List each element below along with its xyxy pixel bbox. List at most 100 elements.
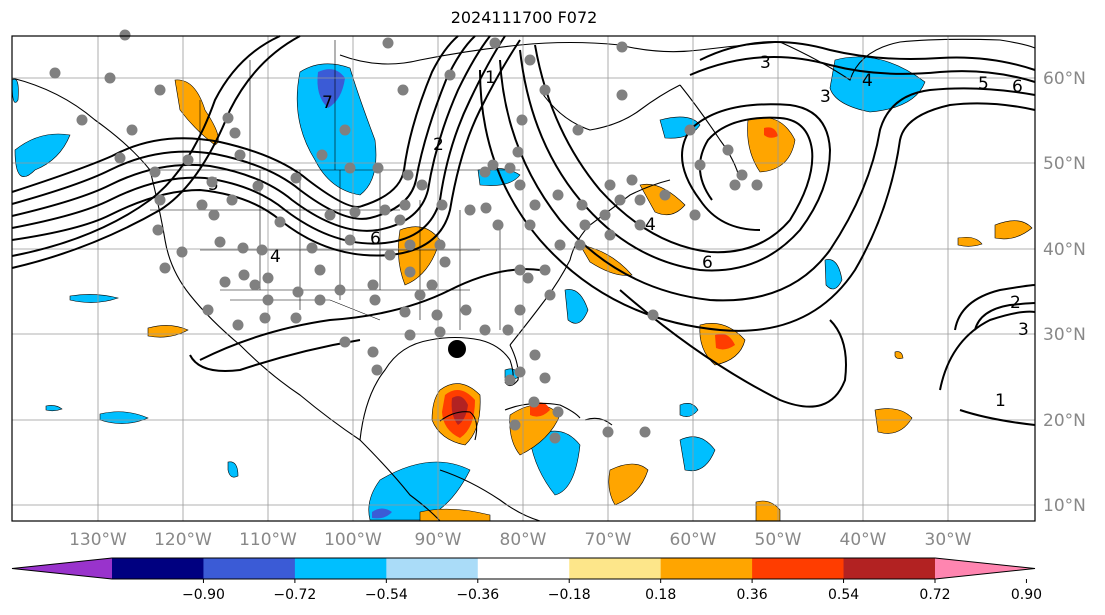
station-dot [647,309,659,321]
station-dot [514,304,526,316]
lon-label: 60°W [670,530,717,550]
colorbar-tick-label: −0.36 [456,587,499,603]
station-dot [206,176,218,188]
contour-north-2 [689,56,1036,83]
coast-cuba [504,402,581,419]
station-dot [314,264,326,276]
station-dot [104,72,116,84]
station-dot [684,124,696,136]
station-dot [516,114,528,126]
blue-core-rockies [317,69,345,108]
colorbar-segment [752,558,845,579]
station-dot [238,269,250,281]
warm-core-newfoundland [764,127,778,138]
coast-greenland [779,38,1036,81]
station-dot [214,236,226,248]
station-dot [306,242,318,254]
station-dot [414,289,426,301]
station-dot [572,124,584,136]
station-dot [290,312,302,324]
station-dot [226,194,238,206]
station-dot [736,169,748,181]
coast-gulf-mexico [359,336,514,441]
contour-lines [11,35,1036,426]
station-dot [554,239,566,251]
station-dot [659,189,671,201]
station-dot [574,239,586,251]
station-dot [49,67,61,79]
station-dot [126,124,138,136]
coast-hudson-bay [539,84,681,131]
blue-fill-atlantic-e [227,461,239,478]
colorbar-segment [386,558,479,579]
station-dot [382,37,394,49]
contour-label: 6 [702,253,713,273]
colorbar-segment [112,558,204,579]
colorbar-tick-label: 0.54 [828,587,859,603]
station-dot [367,346,379,358]
station-dot [729,179,741,191]
station-dot [479,324,491,336]
station-dot [502,324,514,336]
station-dot [634,194,646,206]
station-dot [316,149,328,161]
station-dot [196,199,208,211]
colorbar-tick-label: −0.90 [182,587,225,603]
station-dot [249,279,261,291]
station-dot [222,112,234,124]
station-dot [479,166,491,178]
colorbar-tick-label: −0.72 [273,587,316,603]
station-dot [522,272,534,284]
station-dot [639,426,651,438]
warm-fill-atlantic-c [755,500,781,522]
contour-label: 1 [485,68,496,88]
colorbar-extend-low [12,558,112,579]
station-dot [367,279,379,291]
station-dot [219,276,231,288]
station-dot [529,199,541,211]
contour-trough-2 [11,35,506,245]
station-dot [544,289,556,301]
station-dot [292,286,304,298]
contour-east-4 [479,69,1036,332]
station-dot [290,172,302,184]
station-dot [512,146,524,158]
station-dot [626,174,638,186]
station-dot [339,336,351,348]
lon-label: 120°W [154,530,212,550]
contour-labels: 1 2 3 4 5 6 7 6 5 4 3 6 4 1 2 3 [208,53,1029,411]
contour-trough-4 [11,35,476,220]
contour-label: 1 [995,391,1006,411]
station-dot [154,194,166,206]
contour-trough-1 [11,39,521,257]
station-dot [604,179,616,191]
station-dot [262,294,274,306]
coast-yucatan [439,411,478,441]
station-dot [634,219,646,231]
warm-core-atlantic-a [715,333,735,350]
station-dot [492,219,504,231]
colorbar-segment [294,558,387,579]
station-dot [514,179,526,191]
station-dot [152,224,164,236]
station-dot [344,234,356,246]
station-dot [524,54,536,66]
station-dot [576,199,588,211]
station-dot [234,149,246,161]
station-dot [182,154,194,166]
station-dot [324,209,336,221]
station-dot [549,432,561,444]
station-dot [504,374,516,386]
warm-core-gulf-storm [451,396,468,425]
station-dot [514,264,526,276]
contour-label: 4 [270,247,281,267]
contour-label: 3 [820,87,831,107]
station-dot [514,366,526,378]
warm-fill-atlantic-g [894,351,904,359]
contour-ridge-1 [11,35,301,269]
station-dot [372,162,384,174]
station-dot [616,89,628,101]
blue-fill-rockies [296,63,377,196]
contour-trough-5 [11,35,459,208]
station-dot [528,396,540,408]
